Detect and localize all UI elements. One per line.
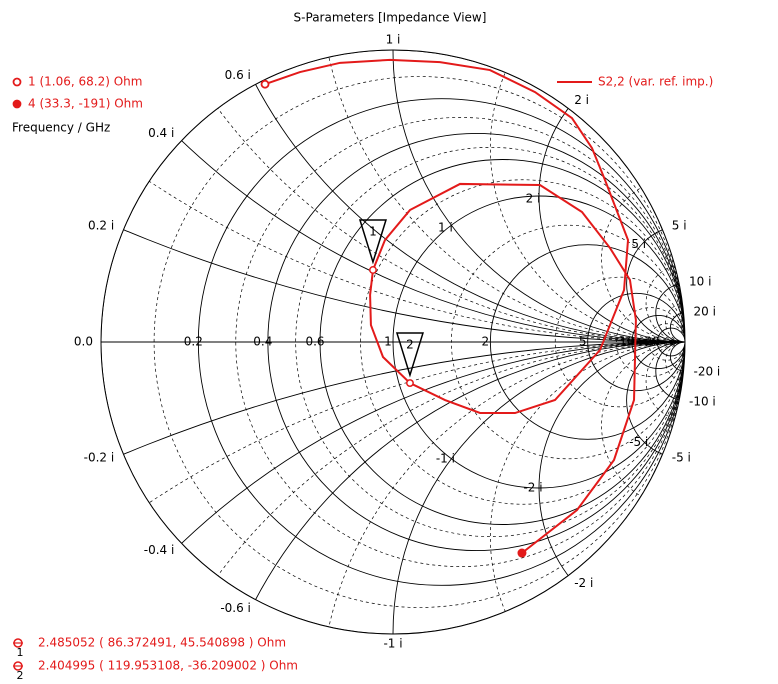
readout-marker: 2 (17, 669, 24, 682)
reactance-label: -0.6 i (220, 601, 251, 615)
readout-text: 2.485052 ( 86.372491, 45.540898 ) Ohm (38, 636, 286, 650)
grid-line (392, 341, 685, 634)
reactance-label: 5 i (672, 218, 687, 232)
grid-line (538, 341, 685, 634)
reactance-label: 2 i (574, 93, 589, 107)
resistance-label: 2 (482, 335, 490, 349)
endpoint-readout: 1 (1.06, 68.2) Ohm (28, 75, 142, 89)
legend-label: S2,2 (var. ref. imp.) (598, 75, 713, 89)
trace (264, 58, 637, 554)
resistance-label: 0.4 (253, 335, 272, 349)
marker-point (406, 379, 414, 388)
minor-grid (601, 341, 685, 510)
grid-line (101, 341, 685, 634)
minor-grid (101, 341, 685, 634)
reactance-label: -2 i (574, 576, 593, 590)
resistance-label: 0.0 (74, 335, 93, 349)
grid-line (392, 50, 685, 343)
resistance-label: 0.2 (184, 335, 203, 349)
reactance-inner-label: 1 i (438, 221, 453, 235)
minor-grid (153, 76, 685, 608)
marker-triangle (395, 332, 424, 378)
reactance-label: -5 i (672, 451, 691, 465)
reactance-label: 0.2 i (88, 218, 114, 232)
grid-line (669, 312, 685, 343)
reactance-label: -1 i (383, 637, 402, 651)
resistance-label: 5 (579, 335, 587, 349)
endpoint-readout: 4 (33.3, -191) Ohm (28, 97, 143, 111)
readout-text: 2.404995 ( 119.953108, -36.209002 ) Ohm (38, 659, 298, 673)
grid-line (101, 50, 685, 343)
grid-line (669, 341, 685, 372)
end-point (517, 548, 527, 558)
reactance-label: -0.2 i (84, 451, 115, 465)
grid-line (101, 341, 685, 634)
outer-circle (100, 49, 686, 635)
reactance-inner-label: -2 i (523, 481, 542, 495)
minor-grid (319, 50, 685, 343)
reactance-label: 10 i (689, 275, 711, 289)
reactance-inner-label: 2 i (526, 192, 541, 206)
reactance-inner-label: -1 i (436, 451, 455, 465)
reactance-label: 0.6 i (225, 68, 251, 82)
readout-icon (12, 99, 22, 109)
minor-grid (101, 50, 685, 343)
resistance-label: 0.6 (305, 335, 324, 349)
marker-label: 1 (369, 225, 377, 239)
start-point (260, 79, 270, 89)
reactance-label: 0.4 i (148, 126, 174, 140)
readout-icon (12, 77, 22, 87)
grid-line (101, 50, 685, 343)
chart-title: S-Parameters [Impedance View] (294, 11, 487, 25)
reactance-label: -20 i (693, 365, 720, 379)
minor-grid (235, 117, 685, 567)
minor-grid (489, 50, 685, 343)
reactance-inner-label: -5 i (629, 435, 648, 449)
grid-line (538, 50, 685, 343)
marker-triangle (358, 219, 387, 265)
resistance-label: 20 (645, 335, 660, 349)
minor-grid (319, 341, 685, 634)
reactance-label: -10 i (689, 394, 716, 408)
annotation: Frequency / GHz (12, 121, 110, 135)
marker-label: 2 (406, 338, 414, 352)
reactance-label: -0.4 i (144, 543, 175, 557)
readout-marker: 1 (17, 646, 24, 659)
reactance-label: 20 i (693, 304, 715, 318)
reactance-inner-label: 5 i (631, 237, 646, 251)
resistance-label: 10 (619, 335, 634, 349)
grid-line (197, 341, 685, 634)
minor-grid (360, 179, 685, 505)
reactance-label: 1 i (386, 33, 401, 47)
resistance-label: 1 (384, 335, 392, 349)
grid-line (197, 50, 685, 343)
marker-point (369, 266, 377, 274)
